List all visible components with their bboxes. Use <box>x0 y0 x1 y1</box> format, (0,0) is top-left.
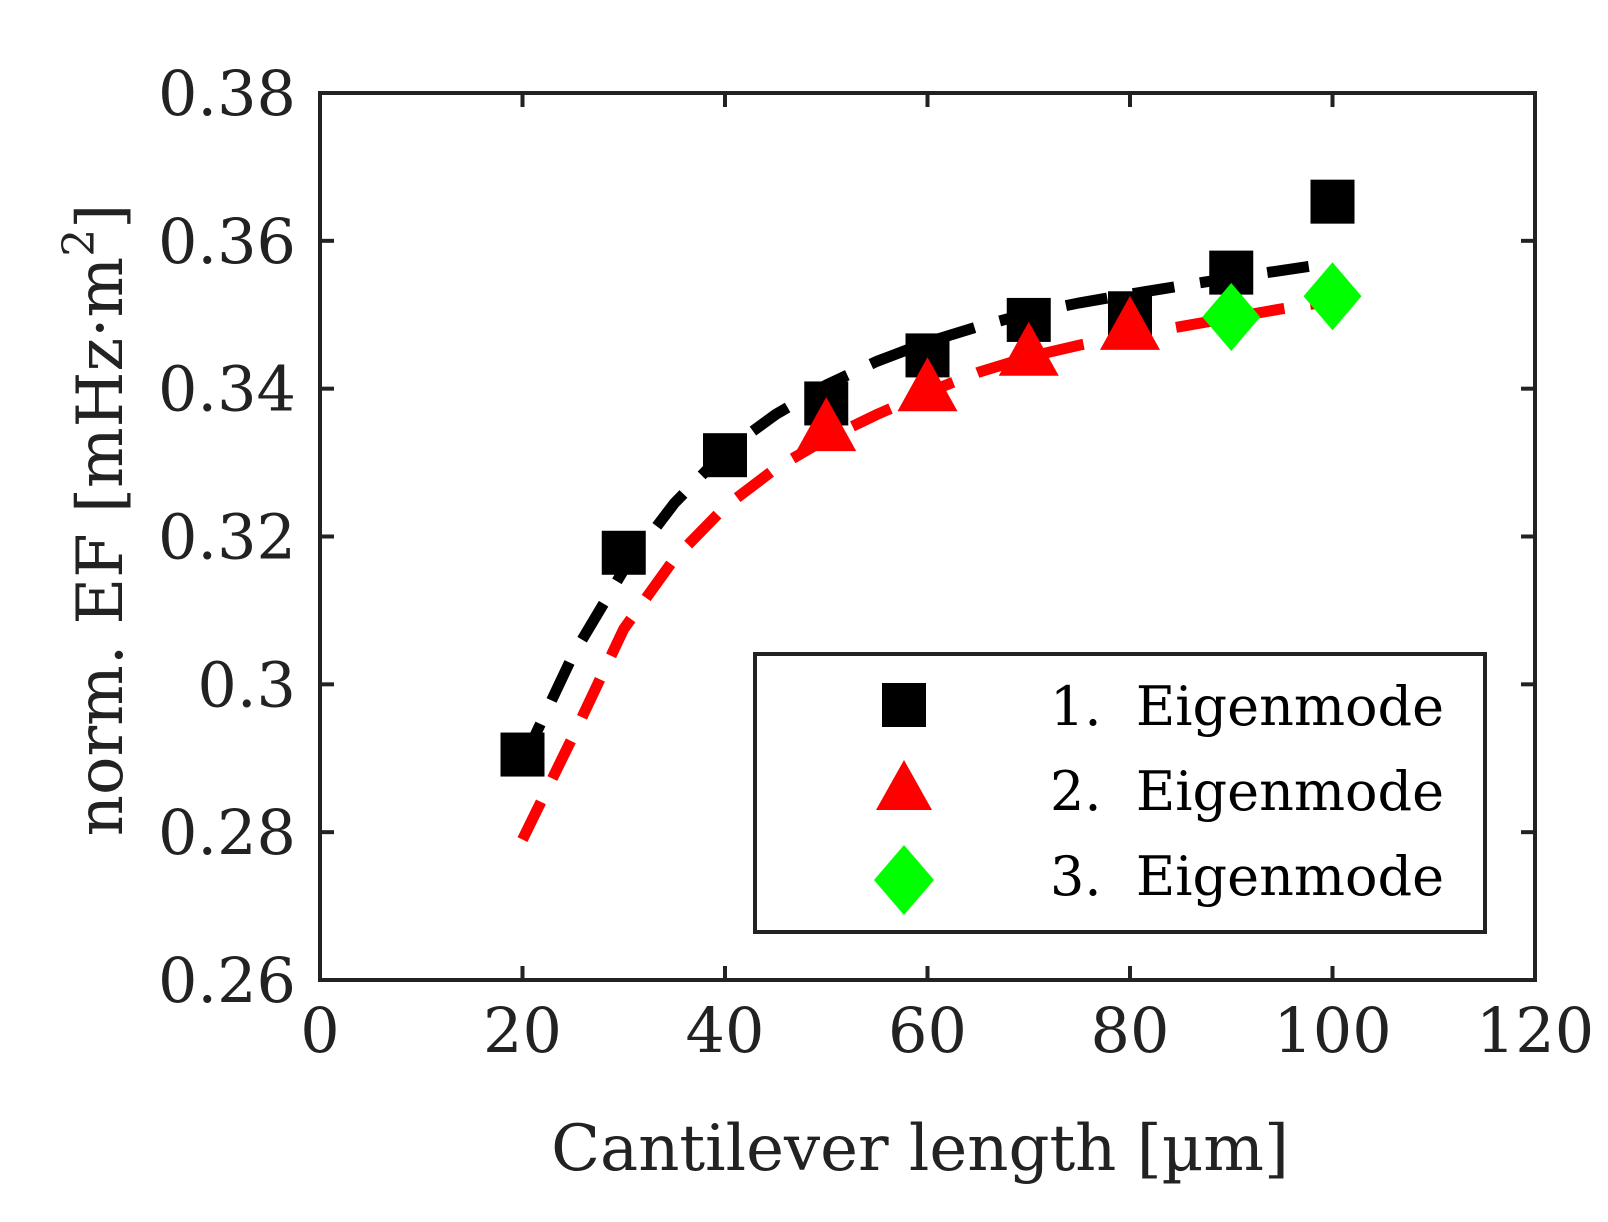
y-axis-label: norm. EF [mHz·m2] <box>54 204 138 836</box>
fit-line-1 <box>517 257 1334 765</box>
x-tick-label-0: 0 <box>300 994 339 1067</box>
y-axis-label-main: norm. EF [mHz·m <box>64 257 138 836</box>
x-tick-label-5: 100 <box>1273 994 1391 1067</box>
series-3-point-1 <box>1202 282 1261 351</box>
x-axis-label: Cantilever length [µm] <box>551 1112 1289 1186</box>
y-axis-label-close: ] <box>64 204 138 229</box>
series-2-point-3 <box>998 321 1059 376</box>
series-2-point-1 <box>796 397 857 452</box>
legend-label-mode-1: 1. Eigenmode <box>1050 675 1444 738</box>
y-tick-label-3: 0.32 <box>158 501 296 574</box>
y-axis-label-superscript: 2 <box>54 229 105 257</box>
y-tick-label-6: 0.38 <box>158 57 296 130</box>
x-tick-label-1: 20 <box>483 994 562 1067</box>
y-tick-label-2: 0.3 <box>197 648 296 721</box>
series-2-point-4 <box>1100 295 1160 350</box>
series-1-point-3 <box>703 433 747 478</box>
x-tick-label-3: 60 <box>888 994 967 1067</box>
y-tick-label-5: 0.36 <box>158 205 296 278</box>
legend-marker-square <box>882 683 926 727</box>
y-tick-label-0: 0.26 <box>158 944 296 1017</box>
y-tick-label-4: 0.34 <box>158 353 296 426</box>
y-tick-label-1: 0.28 <box>158 796 296 869</box>
legend: 1. Eigenmode 2. Eigenmode 3. Eigenmode <box>753 652 1487 934</box>
series-2-point-2 <box>897 357 958 412</box>
x-tick-label-4: 80 <box>1091 994 1170 1067</box>
series-1-point-9 <box>1310 179 1355 224</box>
plot-area <box>500 179 1364 843</box>
series-1-point-2 <box>601 530 646 575</box>
legend-box <box>753 652 1487 934</box>
legend-label-mode-3: 3. Eigenmode <box>1050 845 1444 908</box>
legend-marker-diamond <box>874 845 934 915</box>
legend-label-mode-2: 2. Eigenmode <box>1050 760 1444 823</box>
series-1-point-1 <box>500 732 545 777</box>
legend-marker-triangle <box>876 760 932 810</box>
series-3-point-2 <box>1303 262 1362 331</box>
x-tick-label-2: 40 <box>686 994 765 1067</box>
axes: 0 20 40 60 80 100 120 0.26 0.28 0.3 0.32 0.34 0.36 0.… <box>158 57 1594 1067</box>
x-tick-label-6: 120 <box>1476 994 1594 1067</box>
